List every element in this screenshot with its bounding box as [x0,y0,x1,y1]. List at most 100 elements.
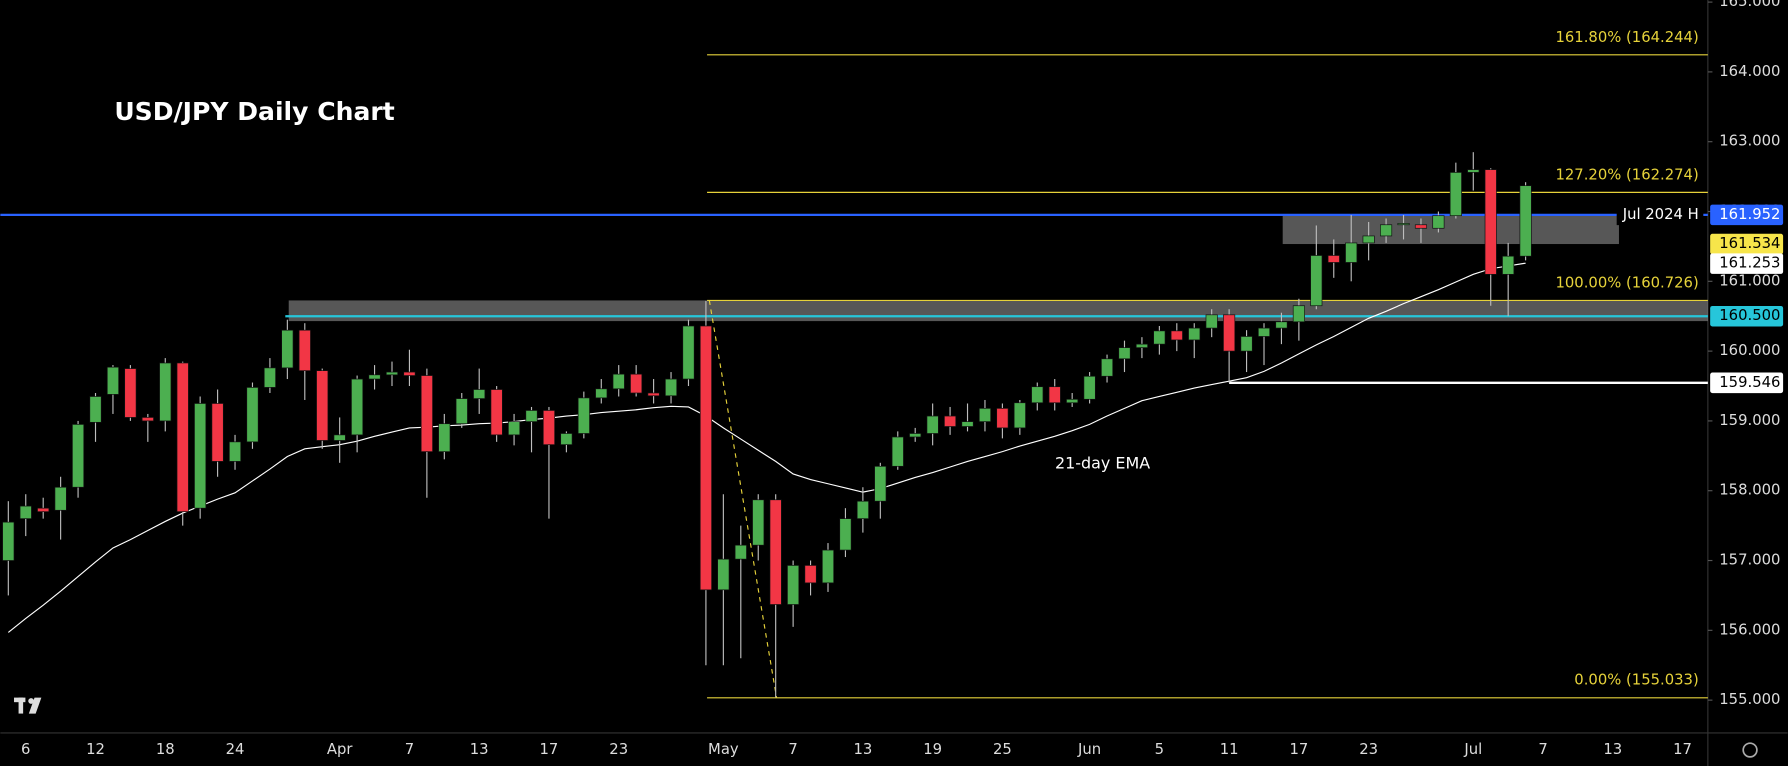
price-label: 159.546 [1719,374,1780,391]
fib-anchor [708,300,778,698]
candle-body [734,544,747,560]
candle-body [944,415,957,427]
x-tick-label: 7 [788,741,797,758]
candle-body [1397,223,1410,226]
candle-body [124,368,137,418]
candle-body [2,521,15,561]
candle-body [1345,242,1358,263]
candle-body [106,366,119,395]
x-tick-label: 25 [993,741,1012,758]
y-tick-label: 157.000 [1719,552,1780,569]
price-label: 160.500 [1719,307,1780,324]
y-tick-label: 163.000 [1719,133,1780,150]
candle-body [1118,347,1131,360]
candle-body [246,387,259,443]
candle-body [490,389,503,436]
y-tick-label: 164.000 [1719,63,1780,80]
price-label-bg [1710,204,1784,226]
candle-body [333,434,346,441]
x-tick-label: 24 [226,741,245,758]
candle-body [560,433,573,445]
candle-body [1414,224,1428,229]
settings-icon[interactable] [1742,742,1758,758]
candle-body [769,499,782,605]
y-tick-label: 160.000 [1719,342,1780,359]
ema-annotation: 21-day EMA [1055,453,1150,472]
candle-body [1327,255,1340,263]
zone [288,300,1708,322]
candle-body [1188,327,1201,341]
price-label-bg [1710,253,1784,274]
candle-body [1031,386,1044,404]
candle-body [1275,321,1288,329]
candle-body [996,408,1009,429]
price-label-bg [1710,305,1784,327]
x-tick-label: 19 [923,741,942,758]
price-label: 161.253 [1719,255,1780,272]
candle-body [54,486,67,511]
candle-body [1240,336,1253,352]
candle-body [1519,185,1532,257]
candle-body [1362,235,1375,244]
candle-body [19,505,32,519]
x-tick-label: 13 [470,741,489,758]
x-tick-label: 5 [1155,741,1164,758]
candle-body [839,518,852,551]
candle-body [228,441,242,462]
candle-body [682,325,695,380]
candle-body [1380,224,1393,237]
candle-body [1257,327,1271,337]
x-tick-label: 18 [156,741,175,758]
candle-body [1083,375,1096,400]
fib-label: 127.20% (162.274) [1555,166,1698,183]
candle-body [874,465,887,502]
candle-body [577,397,590,434]
candle-body [37,507,50,513]
x-tick-label: 17 [1673,741,1692,758]
y-tick-label: 165.000 [1719,0,1780,10]
candle-body [612,373,625,390]
x-tick-label: 23 [1359,741,1378,758]
candle-body [263,367,276,388]
candle-body [351,378,364,436]
x-tick-label: 13 [1603,741,1622,758]
x-tick-label: 7 [405,741,414,758]
candle-body [438,423,451,452]
candle-body [978,408,992,422]
fib-label: 100.00% (160.726) [1555,274,1698,291]
candle-body [72,424,85,488]
candle-body [385,371,399,376]
candle-body [159,362,172,422]
tv-logo [14,697,42,714]
candle-body [455,398,468,425]
candle-body [89,396,102,423]
candle-body [699,325,712,591]
candle-body [804,565,817,584]
candle-body [961,421,974,427]
x-tick-label: 11 [1220,741,1239,758]
candle-body [525,410,538,422]
candle-body [1101,358,1114,377]
candle-body [856,500,869,519]
candle-body [821,549,835,584]
candle-body [647,392,660,397]
candle-body [1432,215,1445,229]
x-tick-label: May [708,741,739,758]
y-tick-label: 155.000 [1719,691,1780,708]
candle-body [420,375,433,452]
x-tick-label: 17 [540,741,559,758]
candle-body [664,378,678,397]
candle-body [1292,305,1305,323]
price-label-bg [1710,372,1784,394]
candle-body [1066,398,1079,404]
y-tick-label: 156.000 [1719,621,1780,638]
candle-body [630,373,643,394]
candle-body [542,410,555,445]
x-tick-label: 6 [21,741,30,758]
ema-line [7,262,1526,633]
x-tick-label: 12 [86,741,105,758]
level-label-bg [1616,204,1704,226]
candle-body [891,436,904,467]
